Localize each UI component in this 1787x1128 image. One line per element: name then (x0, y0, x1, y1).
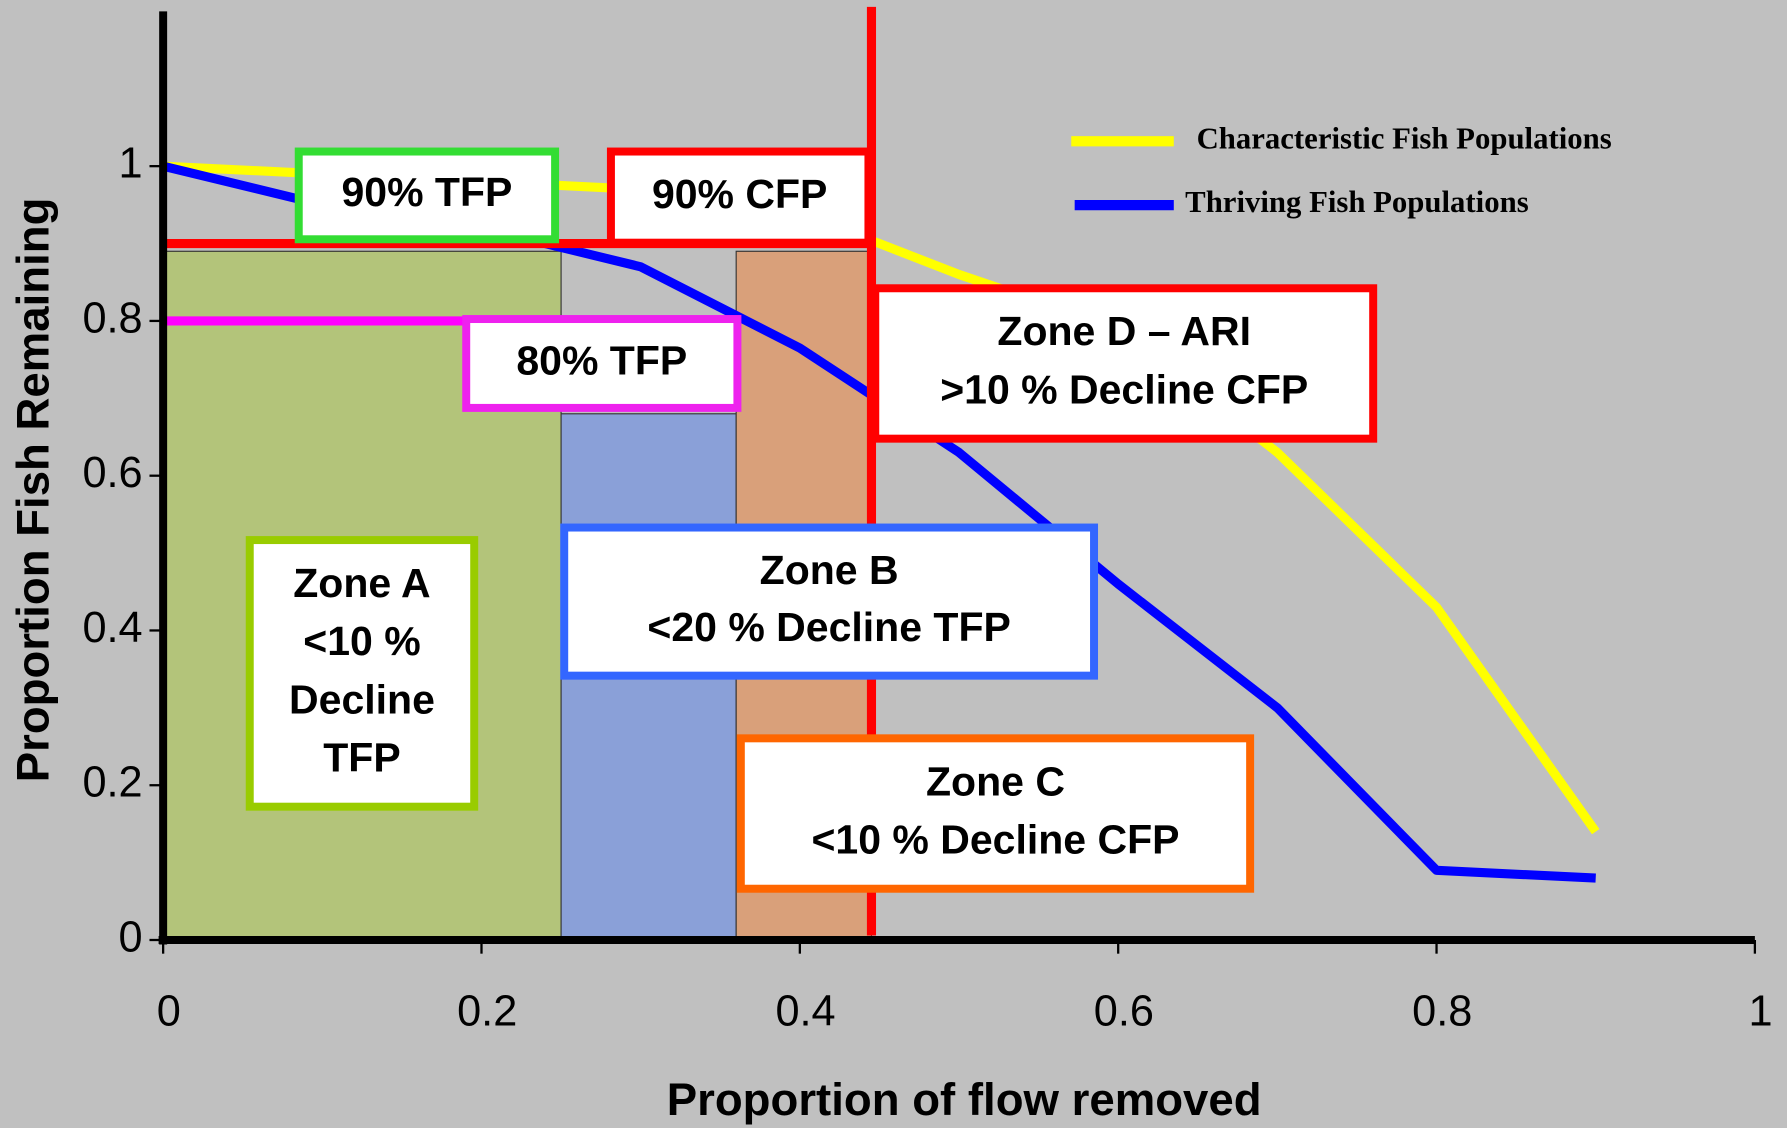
annotation-text: <20 % Decline TFP (647, 604, 1010, 650)
x-tick-label: 1 (1749, 987, 1773, 1035)
annotation-box (462, 315, 742, 412)
annotation-text: Decline (289, 676, 435, 722)
annotation: Zone A <10 % Decline TFP (245, 536, 479, 811)
annotation: 80% TFP (462, 315, 742, 412)
annotation-box (736, 734, 1255, 893)
x-tick-label: 0.6 (1094, 987, 1154, 1035)
y-axis-title: Proportion Fish Remaining (8, 198, 59, 783)
annotation-box (245, 536, 479, 811)
x-axis-title: Proportion of flow removed (667, 1074, 1262, 1125)
y-tick-label: 1 (119, 140, 143, 188)
x-tick-label: 0 (157, 987, 181, 1035)
annotation-text: Zone B (760, 547, 899, 593)
y-tick-label: 0.4 (82, 604, 142, 652)
annotation-text: 90% CFP (652, 171, 827, 217)
legend-label: Thriving Fish Populations (1185, 185, 1529, 219)
annotation: 90% TFP (294, 147, 560, 244)
annotation: Zone B <20 % Decline TFP (560, 523, 1099, 680)
annotation-text: <10 % (303, 618, 420, 664)
annotation-text: Zone C (926, 758, 1065, 804)
annotation-text: 80% TFP (516, 337, 687, 383)
x-tick-label: 0.2 (457, 987, 517, 1035)
annotation-box (606, 147, 873, 247)
annotation-box (560, 523, 1099, 680)
y-tick-label: 0.8 (82, 294, 142, 342)
x-tick-label: 0.8 (1412, 987, 1472, 1035)
annotation-text: Zone D – ARI (997, 308, 1251, 354)
y-tick-label: 0 (119, 913, 143, 961)
annotation-box (871, 284, 1378, 443)
annotation-text: <10 % Decline CFP (811, 816, 1179, 862)
legend-label: Characteristic Fish Populations (1197, 121, 1612, 155)
annotation: Zone C <10 % Decline CFP (736, 734, 1255, 893)
annotation-text: 90% TFP (341, 169, 512, 215)
x-tick-label: 0.4 (775, 987, 835, 1035)
annotation-text: >10 % Decline CFP (940, 366, 1308, 412)
annotation-box (294, 147, 560, 244)
y-tick-label: 0.2 (82, 759, 142, 807)
annotation-text: Zone A (293, 560, 430, 606)
annotation-text: TFP (323, 734, 400, 780)
annotation: Zone D – ARI >10 % Decline CFP (871, 284, 1378, 443)
y-tick-label: 0.6 (82, 449, 142, 497)
annotation: 90% CFP (606, 147, 873, 247)
